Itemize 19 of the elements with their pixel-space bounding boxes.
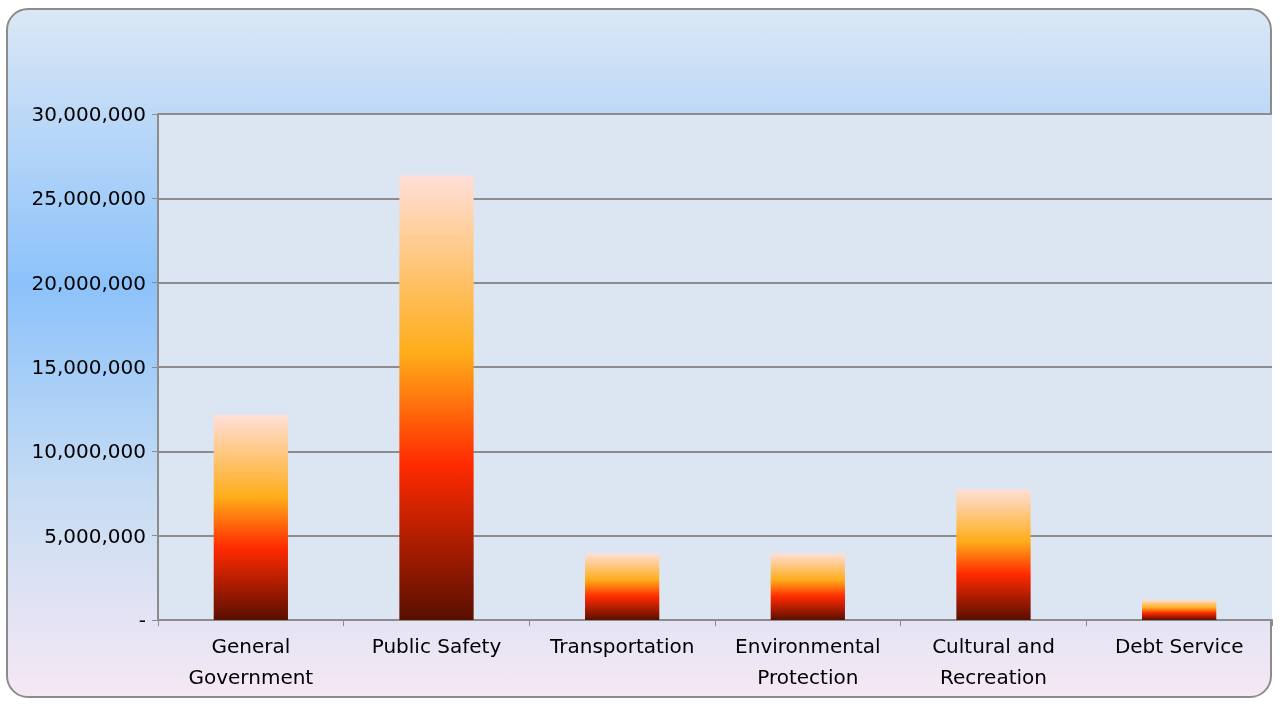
bar (399, 175, 474, 620)
x-tick-label: Cultural and Recreation (932, 633, 1055, 689)
bar (585, 553, 660, 620)
y-tick-label: 5,000,000 (44, 523, 146, 548)
bar (213, 415, 288, 620)
bar (956, 489, 1031, 620)
bar (1142, 599, 1217, 620)
x-tick-label: Transportation (548, 633, 695, 658)
y-tick-label: - (138, 608, 146, 632)
y-tick-label: 25,000,000 (31, 186, 146, 211)
y-tick-label: 15,000,000 (31, 355, 146, 379)
y-tick-label: 20,000,000 (31, 270, 146, 295)
bar (770, 553, 845, 620)
x-tick-label: General Government (188, 633, 314, 689)
y-tick-label: 10,000,000 (31, 439, 146, 464)
y-tick-label: 30,000,000 (31, 102, 146, 126)
x-tick-label: Debt Service (1114, 633, 1244, 658)
x-tick-label: Environmental Protection (735, 633, 881, 689)
x-tick-label: Public Safety (371, 633, 502, 658)
